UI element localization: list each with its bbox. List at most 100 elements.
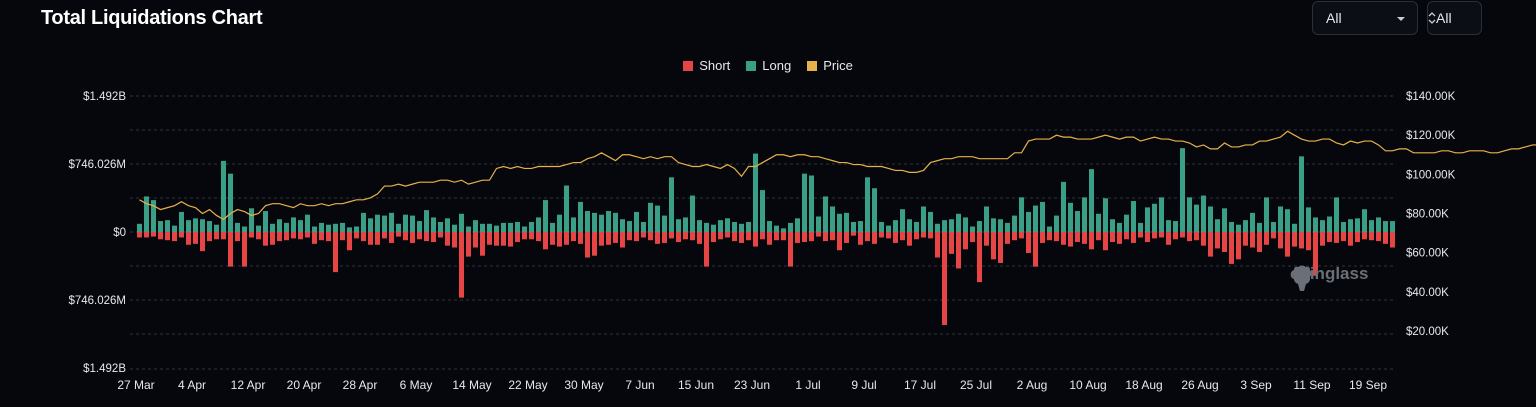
short-bar bbox=[1137, 232, 1144, 238]
long-bar bbox=[570, 217, 577, 232]
long-bar bbox=[1305, 207, 1312, 232]
long-bar bbox=[1375, 217, 1382, 232]
long-bar bbox=[493, 225, 500, 232]
short-bar bbox=[1032, 232, 1039, 267]
long-bar bbox=[465, 226, 472, 232]
short-bar bbox=[836, 232, 843, 251]
short-bar bbox=[353, 232, 360, 239]
short-bar bbox=[619, 232, 626, 248]
long-bar bbox=[878, 221, 885, 232]
x-tick-label: 17 Jul bbox=[904, 378, 936, 392]
short-bar bbox=[549, 232, 556, 245]
short-bar bbox=[668, 232, 675, 239]
short-bar bbox=[1088, 232, 1095, 250]
long-bar bbox=[1109, 219, 1116, 232]
long-bar bbox=[1312, 217, 1319, 232]
short-bar bbox=[479, 232, 486, 256]
short-bar bbox=[1025, 232, 1032, 253]
x-tick-label: 4 Apr bbox=[178, 378, 206, 392]
y-right-tick-label: $20.00K bbox=[1406, 326, 1449, 338]
long-bar bbox=[451, 224, 458, 232]
short-bar bbox=[1368, 232, 1375, 241]
short-bar bbox=[444, 232, 451, 246]
short-bar bbox=[164, 232, 171, 241]
short-bar bbox=[416, 232, 423, 240]
long-bar bbox=[1228, 221, 1235, 232]
short-bar bbox=[465, 232, 472, 257]
short-bar bbox=[339, 232, 346, 241]
short-bar bbox=[843, 232, 850, 243]
range-select[interactable]: All bbox=[1312, 1, 1418, 35]
short-bar bbox=[262, 232, 269, 246]
x-tick-label: 3 Sep bbox=[1240, 378, 1272, 392]
y-right-tick-label: $40.00K bbox=[1406, 287, 1449, 299]
long-bar bbox=[703, 222, 710, 232]
long-bar bbox=[1130, 201, 1137, 232]
long-bar bbox=[409, 215, 416, 232]
short-bar bbox=[234, 232, 241, 242]
interval-select[interactable]: All bbox=[1427, 1, 1482, 35]
long-bar bbox=[367, 218, 374, 232]
short-bar bbox=[1186, 232, 1193, 242]
long-bar bbox=[864, 177, 871, 232]
short-bar bbox=[696, 232, 703, 244]
short-bar bbox=[745, 232, 752, 241]
x-tick-label: 25 Jul bbox=[960, 378, 992, 392]
short-bar bbox=[962, 232, 969, 250]
short-bar bbox=[682, 232, 689, 240]
y-left-tick-label: $1.492B bbox=[83, 91, 126, 103]
long-bar bbox=[416, 221, 423, 232]
short-bar bbox=[1060, 232, 1067, 245]
short-bar bbox=[318, 232, 325, 241]
short-bar bbox=[458, 232, 465, 298]
long-bar bbox=[1389, 221, 1396, 232]
short-bar bbox=[1249, 232, 1256, 248]
legend-item-price[interactable]: Price bbox=[807, 58, 853, 73]
short-bar bbox=[255, 232, 262, 240]
legend-item-long[interactable]: Long bbox=[746, 58, 791, 73]
long-bar bbox=[1200, 195, 1207, 232]
short-bar bbox=[1242, 232, 1249, 246]
chart-legend: Short Long Price bbox=[0, 58, 1536, 73]
long-bar bbox=[913, 221, 920, 232]
long-bar bbox=[1291, 223, 1298, 232]
legend-item-short[interactable]: Short bbox=[683, 58, 730, 73]
long-bar bbox=[1214, 219, 1221, 232]
long-bar bbox=[633, 211, 640, 232]
long-bar bbox=[1060, 181, 1067, 232]
short-bar bbox=[640, 232, 647, 238]
long-bar bbox=[773, 225, 780, 232]
short-bar bbox=[934, 232, 941, 258]
long-bar bbox=[1242, 220, 1249, 232]
x-tick-label: 27 Mar bbox=[117, 378, 154, 392]
long-bar bbox=[269, 223, 276, 232]
y-right-tick-label: $120.00K bbox=[1406, 130, 1456, 142]
long-bar bbox=[304, 214, 311, 232]
long-bar bbox=[164, 220, 171, 232]
long-bar bbox=[528, 221, 535, 232]
short-bar bbox=[1277, 232, 1284, 249]
short-bar bbox=[1046, 232, 1053, 241]
long-bar bbox=[290, 217, 297, 232]
long-bar bbox=[766, 221, 773, 232]
short-bar bbox=[402, 232, 409, 241]
short-bar bbox=[626, 232, 633, 241]
short-bar bbox=[738, 232, 745, 243]
long-bar bbox=[1074, 211, 1081, 232]
short-bar bbox=[563, 232, 570, 245]
y-left-tick-label: $746.026M bbox=[68, 159, 126, 171]
long-bar bbox=[822, 196, 829, 232]
long-bar bbox=[899, 209, 906, 232]
long-bar bbox=[353, 226, 360, 232]
long-bar bbox=[206, 221, 213, 232]
short-bar bbox=[899, 232, 906, 241]
short-bar bbox=[528, 232, 535, 240]
short-bar bbox=[1340, 232, 1347, 242]
x-tick-label: 28 Apr bbox=[343, 378, 378, 392]
long-bar bbox=[157, 221, 164, 232]
long-bar bbox=[752, 153, 759, 232]
long-bar bbox=[556, 214, 563, 232]
long-bar bbox=[325, 224, 332, 232]
long-bar bbox=[143, 196, 150, 232]
x-tick-label: 6 May bbox=[400, 378, 433, 392]
